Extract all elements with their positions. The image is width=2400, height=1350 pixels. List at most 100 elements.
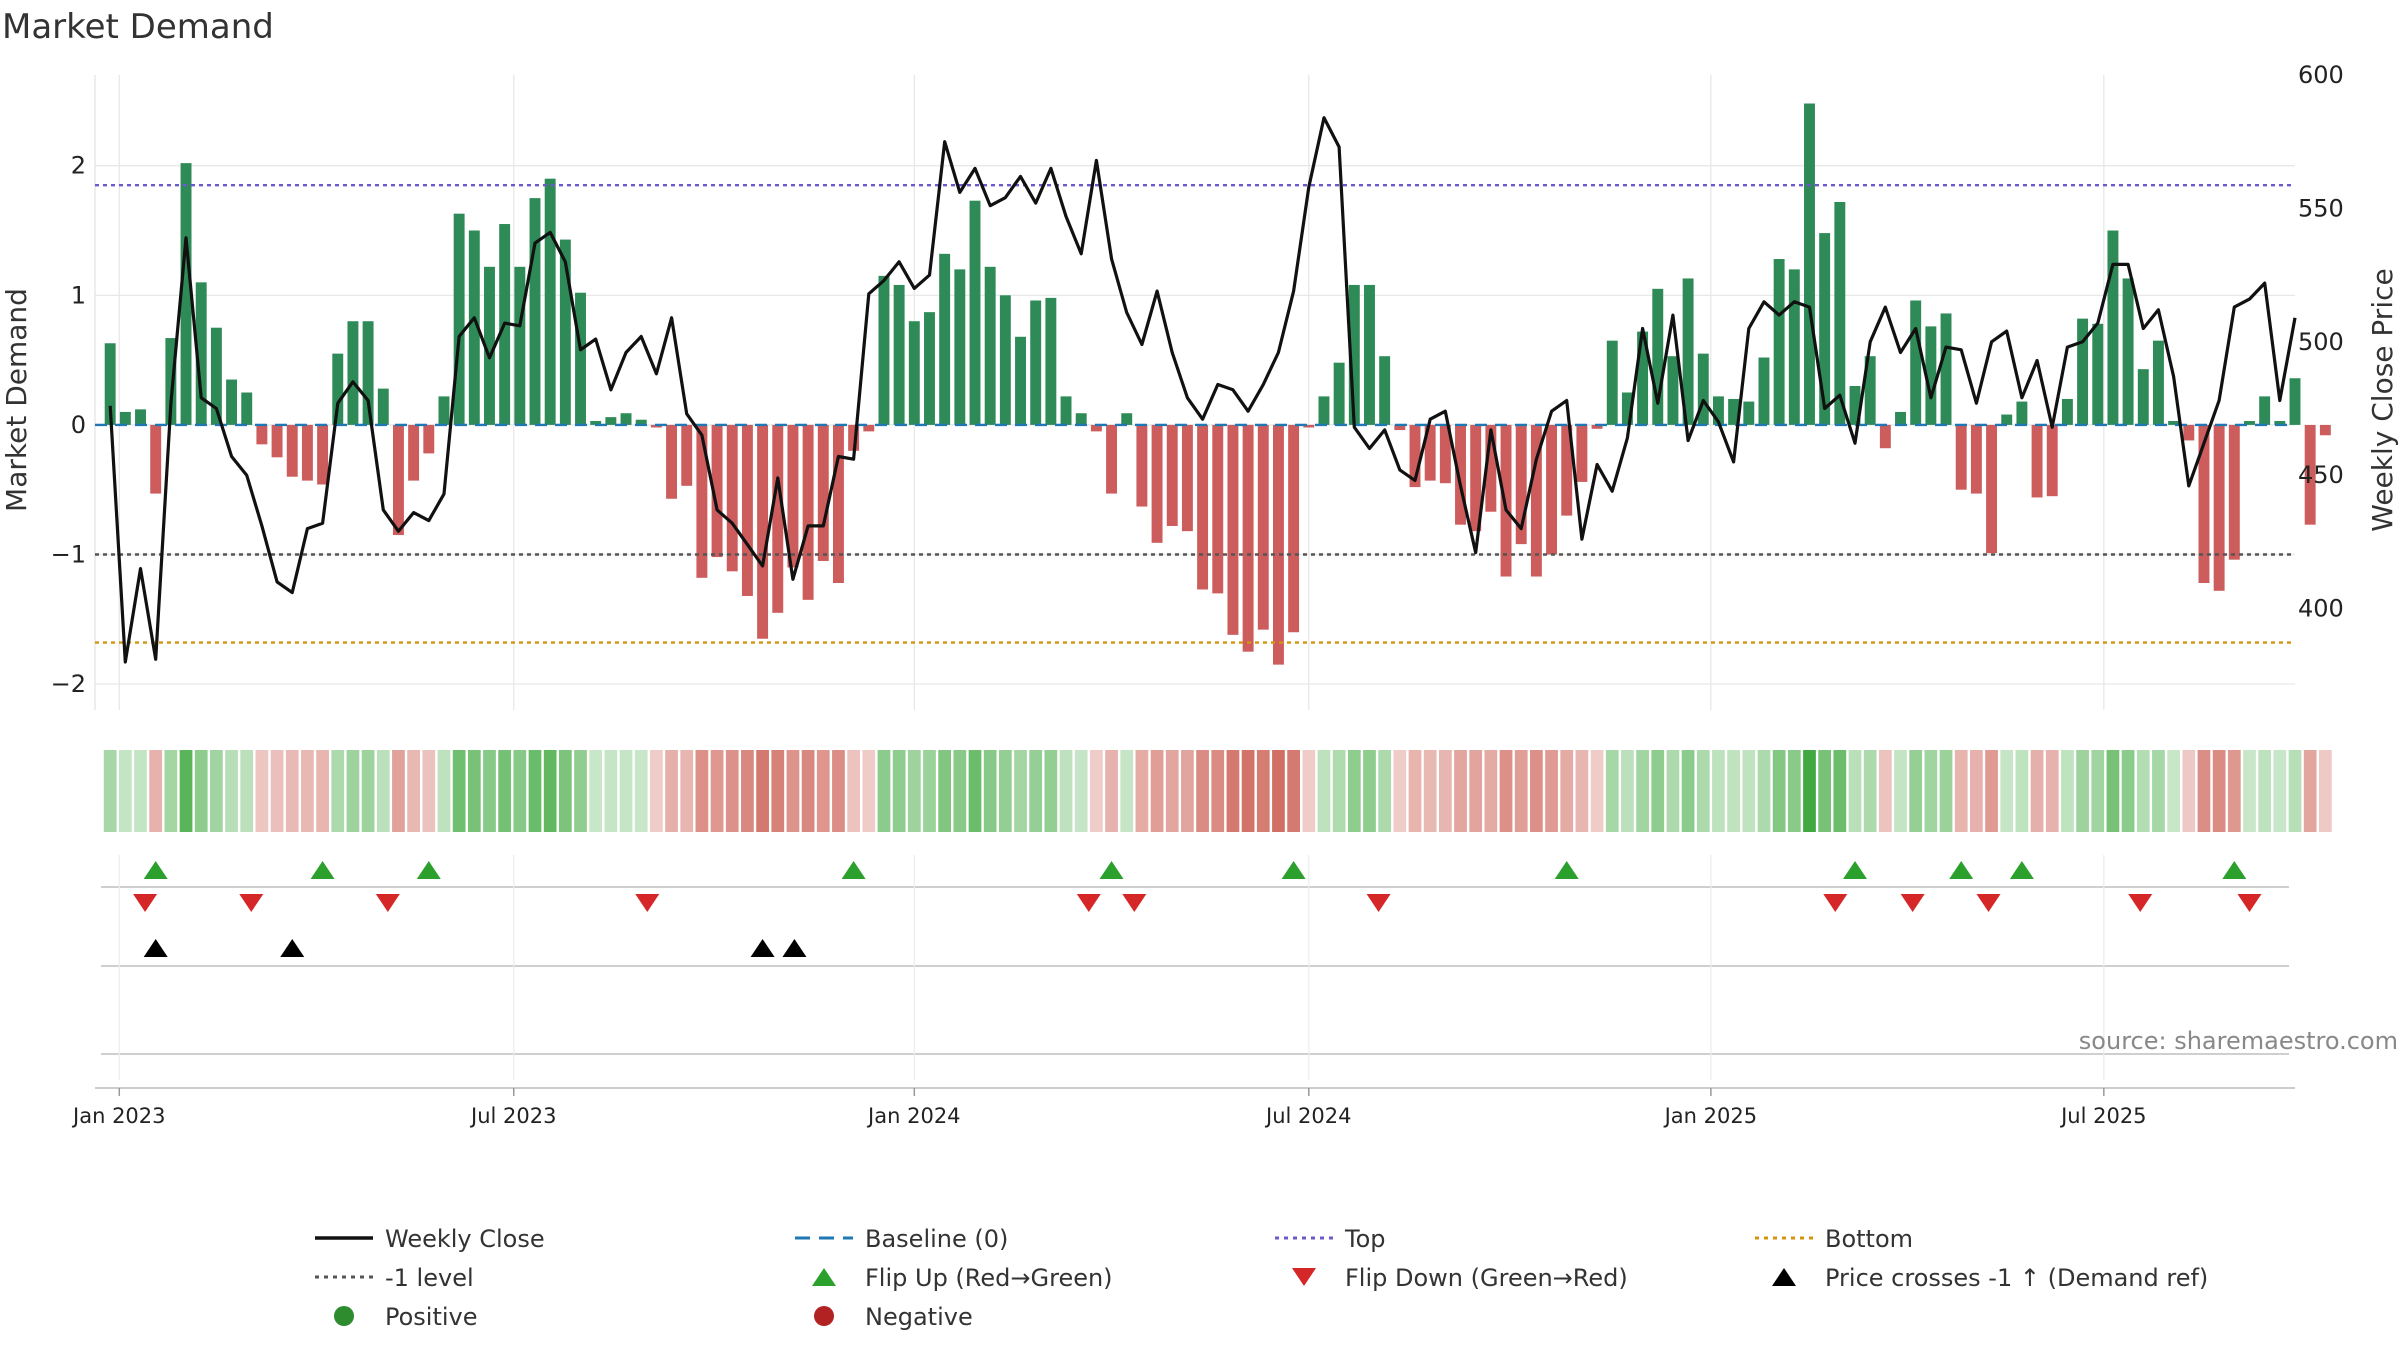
heat-cell-74 (1226, 750, 1240, 832)
flip-down-marker-8 (1900, 894, 1925, 912)
chart-title: Market Demand (2, 7, 274, 47)
demand-bar-106 (1712, 396, 1724, 425)
demand-bar-25 (484, 266, 495, 425)
demand-bar-8 (226, 379, 238, 425)
demand-bar-24 (468, 230, 480, 425)
heat-cell-6 (194, 750, 208, 832)
heat-cell-76 (1256, 750, 1270, 832)
heat-cell-8 (225, 750, 238, 832)
heat-cell-127 (2030, 750, 2044, 832)
demand-bar-90 (1470, 424, 1482, 532)
demand-bar-64 (1075, 413, 1087, 425)
heat-cell-30 (558, 750, 572, 832)
y2-tick-label-2: 500 (2298, 328, 2344, 356)
demand-bar-136 (2168, 421, 2180, 425)
demand-bar-125 (2001, 414, 2013, 425)
heat-cell-79 (1302, 750, 1316, 832)
demand-bar-63 (1060, 396, 1072, 425)
heat-cell-2 (134, 750, 147, 832)
y2-tick-label-0: 600 (2298, 61, 2344, 89)
demand-bar-111 (1788, 269, 1800, 425)
heat-cell-31 (574, 750, 587, 832)
price-cross-marker-1 (280, 939, 305, 957)
demand-bar-75 (1242, 424, 1254, 652)
heat-cell-29 (543, 750, 557, 832)
demand-bar-86 (1409, 424, 1421, 488)
legend-symbol-7 (1772, 1268, 1796, 1286)
demand-bar-124 (1986, 424, 1998, 554)
heat-cell-118 (1894, 750, 1907, 832)
x-tick-label-5: Jul 2025 (2059, 1104, 2146, 1128)
heat-cell-104 (1681, 750, 1695, 832)
heat-cell-91 (1484, 750, 1498, 832)
demand-bar-33 (605, 417, 617, 425)
legend-label-8: Positive (385, 1303, 478, 1331)
heat-cell-144 (2288, 750, 2302, 832)
demand-bar-107 (1728, 398, 1740, 425)
heat-cell-133 (2121, 750, 2135, 832)
heat-cell-58 (983, 750, 997, 832)
heat-cell-64 (1074, 750, 1088, 832)
heat-cell-132 (2106, 750, 2120, 832)
flip-down-marker-2 (375, 894, 400, 912)
heat-cell-112 (1803, 750, 1816, 832)
demand-bar-65 (1090, 424, 1102, 432)
heat-cell-89 (1454, 750, 1467, 832)
heat-cell-46 (801, 750, 815, 832)
demand-bar-20 (408, 424, 420, 481)
flip-down-marker-9 (1976, 894, 2001, 912)
demand-bar-130 (2077, 318, 2089, 425)
grid-layer (94, 75, 2295, 710)
x-tick-label-3: Jul 2024 (1264, 1104, 1351, 1128)
demand-bar-67 (1121, 413, 1133, 425)
demand-bar-56 (954, 269, 966, 425)
demand-bar-43 (757, 424, 769, 639)
demand-bar-94 (1530, 424, 1542, 577)
heat-cell-128 (2045, 750, 2059, 832)
demand-bar-19 (392, 424, 404, 536)
demand-bar-21 (423, 424, 435, 454)
heat-cell-124 (1985, 750, 1998, 832)
flip-up-marker-7 (1843, 861, 1867, 879)
demand-bar-1 (119, 411, 131, 425)
left-axis: 2 1 0 −1 −2 (51, 152, 86, 698)
demand-bar-5 (180, 163, 192, 425)
heat-cell-96 (1560, 750, 1574, 832)
heat-cell-138 (2197, 750, 2211, 832)
demand-bar-29 (544, 178, 556, 425)
heat-cell-101 (1636, 750, 1649, 832)
demand-bar-133 (2122, 278, 2134, 425)
heat-cell-121 (1939, 750, 1953, 832)
demand-bar-51 (878, 275, 890, 425)
heat-cell-131 (2091, 750, 2105, 832)
demand-bar-134 (2137, 369, 2149, 425)
heat-cell-45 (786, 750, 800, 832)
demand-bar-61 (1030, 300, 1042, 425)
demand-bar-135 (2152, 340, 2164, 425)
flip-up-marker-4 (1099, 861, 1124, 879)
demand-bar-41 (726, 424, 738, 572)
demand-bar-14 (317, 424, 329, 485)
signal-markers (101, 855, 2289, 1080)
flip-up-marker-0 (143, 861, 168, 879)
heat-cell-36 (650, 750, 663, 832)
legend-symbol-8 (334, 1306, 354, 1326)
heat-cell-41 (725, 750, 739, 832)
heat-cell-142 (2258, 750, 2272, 832)
flip-up-marker-9 (2009, 861, 2034, 879)
heat-cell-146 (2318, 750, 2332, 832)
demand-bar-140 (2228, 424, 2240, 560)
demand-bar-55 (939, 253, 951, 425)
heat-cell-107 (1727, 750, 1740, 832)
y-axis-label: Market Demand (0, 288, 33, 512)
demand-bar-44 (772, 424, 784, 613)
demand-bar-53 (908, 321, 920, 425)
flip-down-marker-0 (133, 894, 158, 912)
legend-label-2: Top (1344, 1225, 1386, 1253)
demand-bar-40 (711, 424, 723, 558)
demand-bar-82 (1348, 284, 1360, 425)
heat-cell-66 (1105, 750, 1118, 832)
heat-cell-108 (1742, 750, 1756, 832)
heat-cell-70 (1165, 750, 1179, 832)
